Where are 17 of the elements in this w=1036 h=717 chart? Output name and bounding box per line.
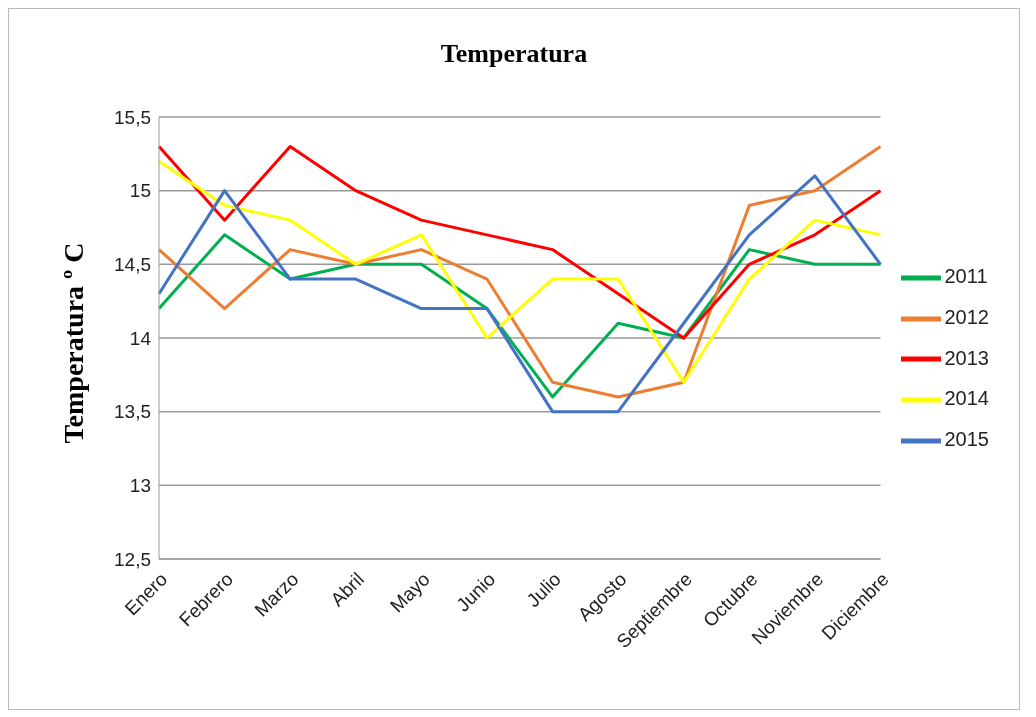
y-tick-label: 15,5 (114, 106, 151, 128)
line-series (157, 174, 882, 414)
legend-label: 2015 (944, 428, 989, 451)
legend-label: 2014 (944, 387, 989, 410)
x-tick-label: Julio (522, 568, 565, 611)
y-tick-label: 14,5 (114, 254, 151, 276)
chart-title: Temperatura (439, 39, 589, 69)
y-axis-title: Temperatura º C (58, 242, 90, 444)
legend-label: 2013 (944, 346, 989, 369)
y-tick-label: 15 (129, 180, 151, 202)
y-tick-label: 12,5 (114, 548, 151, 570)
y-tick-label: 13,5 (114, 401, 151, 423)
y-tick-label: 13 (129, 475, 151, 497)
legend-label: 2011 (944, 265, 988, 288)
y-tick-label: 14 (129, 327, 152, 349)
line-series (157, 144, 882, 340)
legend-label: 2012 (944, 305, 989, 328)
